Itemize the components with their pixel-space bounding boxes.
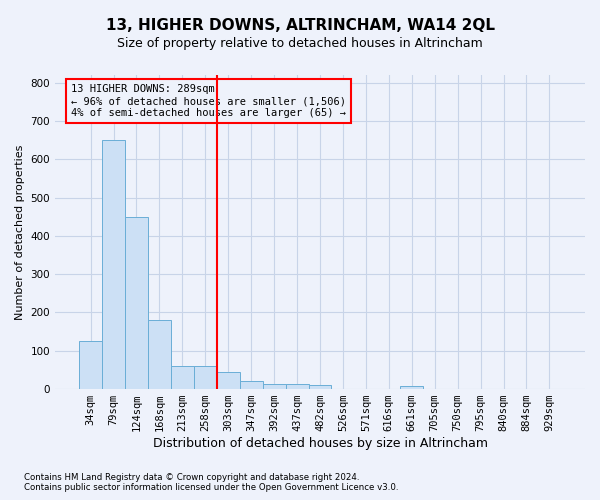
Bar xyxy=(217,372,240,389)
Text: Contains public sector information licensed under the Open Government Licence v3: Contains public sector information licen… xyxy=(24,484,398,492)
Bar xyxy=(171,366,194,389)
Bar xyxy=(286,384,308,389)
Text: 13, HIGHER DOWNS, ALTRINCHAM, WA14 2QL: 13, HIGHER DOWNS, ALTRINCHAM, WA14 2QL xyxy=(106,18,494,32)
Bar xyxy=(240,380,263,389)
X-axis label: Distribution of detached houses by size in Altrincham: Distribution of detached houses by size … xyxy=(152,437,488,450)
Bar xyxy=(263,384,286,389)
Bar xyxy=(125,216,148,389)
Bar xyxy=(102,140,125,389)
Bar xyxy=(148,320,171,389)
Text: Size of property relative to detached houses in Altrincham: Size of property relative to detached ho… xyxy=(117,38,483,51)
Bar xyxy=(400,386,423,389)
Text: 13 HIGHER DOWNS: 289sqm
← 96% of detached houses are smaller (1,506)
4% of semi-: 13 HIGHER DOWNS: 289sqm ← 96% of detache… xyxy=(71,84,346,117)
Bar xyxy=(194,366,217,389)
Y-axis label: Number of detached properties: Number of detached properties xyxy=(15,144,25,320)
Text: Contains HM Land Registry data © Crown copyright and database right 2024.: Contains HM Land Registry data © Crown c… xyxy=(24,474,359,482)
Bar xyxy=(308,386,331,389)
Bar xyxy=(79,341,102,389)
